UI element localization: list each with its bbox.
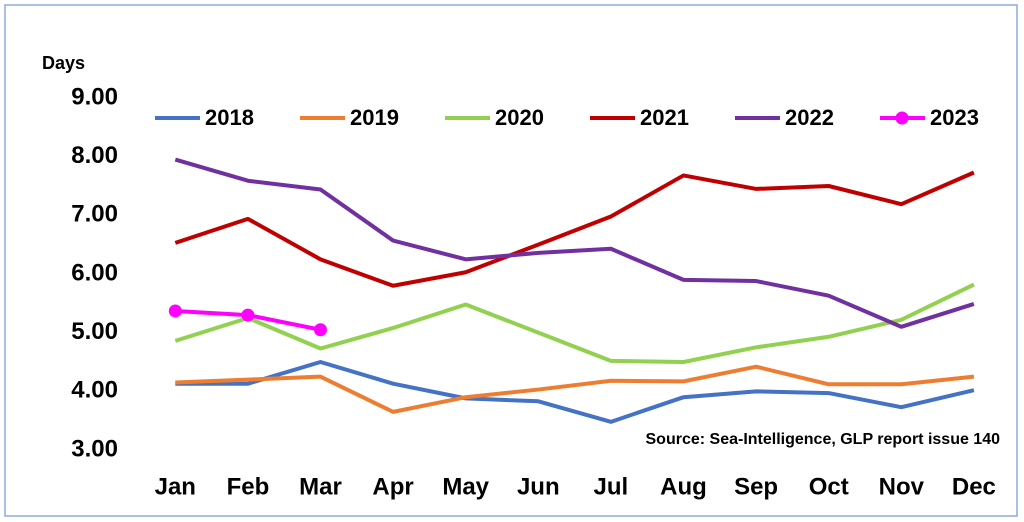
x-tick-label: Oct [809, 473, 849, 500]
x-tick-label: Jul [594, 473, 629, 500]
annotation: Source: Sea-Intelligence, GLP report iss… [646, 431, 1001, 448]
x-tick-label: May [442, 473, 489, 500]
legend-label: 2023 [930, 105, 979, 130]
series-line [175, 360, 975, 424]
series-marker [241, 308, 255, 322]
x-tick-label: Mar [299, 473, 342, 500]
series-line [174, 157, 975, 329]
y-tick-label: 3.00 [71, 435, 118, 462]
x-tick-label: Sep [734, 473, 778, 500]
x-tick-label: Jun [517, 473, 560, 500]
y-tick-label: 4.00 [71, 377, 118, 404]
y-tick-label: 5.00 [71, 318, 118, 345]
series-line [174, 170, 975, 288]
x-tick-label: Jan [155, 473, 196, 500]
series-marker [168, 304, 182, 318]
x-tick-label: Dec [952, 473, 996, 500]
series-marker [314, 323, 327, 337]
series-line [174, 282, 975, 364]
legend-label: 2022 [785, 105, 834, 130]
legend-label: 2019 [350, 105, 399, 130]
y-tick-label: 7.00 [71, 201, 118, 228]
x-tick-label: Nov [879, 473, 925, 500]
legend-label: 2018 [205, 105, 254, 130]
x-tick-label: Feb [227, 473, 270, 500]
x-tick-label: Apr [372, 473, 413, 500]
legend-label: 2020 [495, 105, 544, 130]
chart-border [4, 4, 1018, 517]
y-tick-label: 6.00 [71, 259, 118, 286]
legend-marker [895, 111, 909, 125]
x-tick-label: Aug [660, 473, 707, 500]
series-line [175, 364, 975, 414]
y-axis-label: Days [42, 53, 85, 73]
y-tick-label: 8.00 [71, 142, 118, 169]
y-tick-label: 9.00 [71, 83, 118, 110]
legend-label: 2021 [640, 105, 689, 130]
